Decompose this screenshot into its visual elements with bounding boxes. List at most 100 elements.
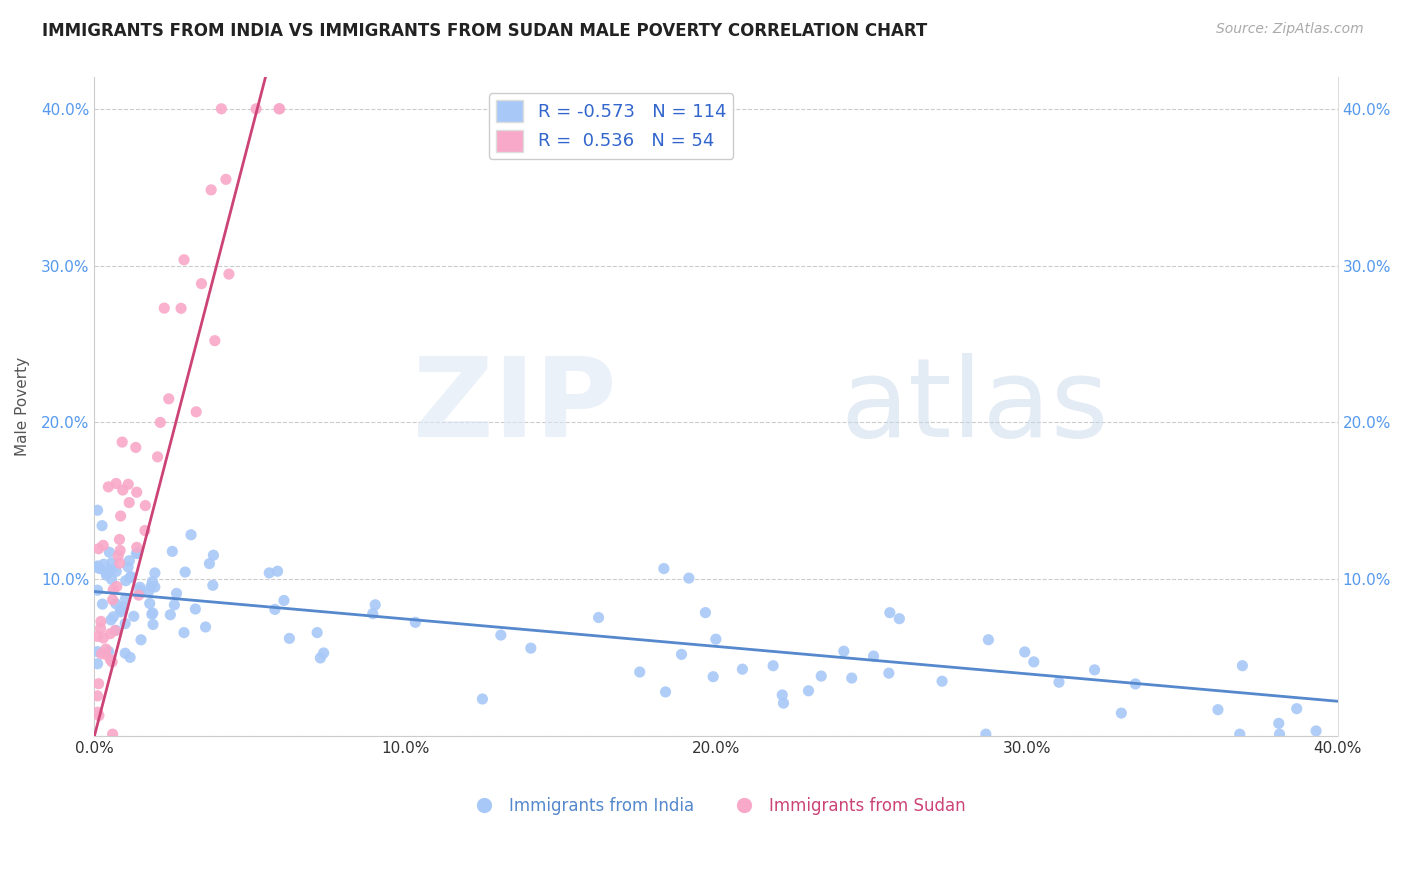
Point [114,616,136,631]
Point [628,665,651,679]
Point [1022,655,1045,669]
Text: IMMIGRANTS FROM INDIA VS IMMIGRANTS FROM SUDAN MALE POVERTY CORRELATION CHART: IMMIGRANTS FROM INDIA VS IMMIGRANTS FROM… [42,22,928,40]
Point [194,620,217,634]
Point [93,558,115,572]
Point [103,609,125,624]
Point [104,597,127,611]
Point [797,683,820,698]
Point [110,605,132,619]
Point [245,102,267,116]
Point [218,267,240,281]
Point [100,556,122,570]
Point [91,538,114,552]
Point [86,629,108,643]
Point [110,603,132,617]
Point [731,662,754,676]
Point [96,568,118,582]
Point [87,708,110,723]
Point [269,102,291,116]
Point [312,646,335,660]
Point [278,632,301,646]
Point [198,557,221,571]
Point [146,450,169,464]
Point [1206,703,1229,717]
Point [108,543,131,558]
Point [111,483,134,497]
Point [86,657,108,671]
Point [974,727,997,741]
Point [105,565,128,579]
Point [810,669,832,683]
Point [139,579,162,593]
Point [889,612,911,626]
Point [184,602,207,616]
Point [94,647,117,661]
Point [762,658,785,673]
Point [86,560,108,574]
Point [125,441,148,455]
Point [129,580,152,594]
Point [101,655,124,669]
Point [129,632,152,647]
Point [153,301,176,315]
Point [652,561,675,575]
Point [1268,716,1291,731]
Point [471,692,494,706]
Text: atlas: atlas [841,353,1109,460]
Legend: Immigrants from India, Immigrants from Sudan: Immigrants from India, Immigrants from S… [460,790,972,822]
Point [489,628,512,642]
Point [110,602,132,616]
Point [931,674,953,689]
Point [86,559,108,574]
Point [173,625,195,640]
Point [90,647,112,661]
Point [114,591,136,606]
Point [118,554,141,568]
Point [120,571,142,585]
Point [89,621,111,635]
Point [105,580,128,594]
Point [174,565,197,579]
Point [159,607,181,622]
Point [108,556,131,570]
Point [142,617,165,632]
Point [832,644,855,658]
Point [97,480,120,494]
Point [98,545,121,559]
Point [101,727,124,741]
Point [117,477,139,491]
Point [1084,663,1107,677]
Point [204,334,226,348]
Point [841,671,863,685]
Point [104,624,127,638]
Point [91,597,114,611]
Point [122,609,145,624]
Point [404,615,426,630]
Point [1268,727,1291,741]
Point [162,544,184,558]
Point [266,564,288,578]
Point [307,625,329,640]
Point [138,584,160,599]
Point [86,503,108,517]
Point [702,670,724,684]
Point [117,560,139,574]
Point [101,592,124,607]
Point [128,588,150,602]
Point [264,602,287,616]
Point [110,508,132,523]
Point [215,172,238,186]
Point [1111,706,1133,720]
Point [86,689,108,703]
Point [364,598,387,612]
Point [180,528,202,542]
Point [877,666,900,681]
Point [100,573,122,587]
Point [209,102,232,116]
Point [125,485,148,500]
Point [163,598,186,612]
Point [120,650,142,665]
Point [1014,645,1036,659]
Point [142,606,165,620]
Point [166,586,188,600]
